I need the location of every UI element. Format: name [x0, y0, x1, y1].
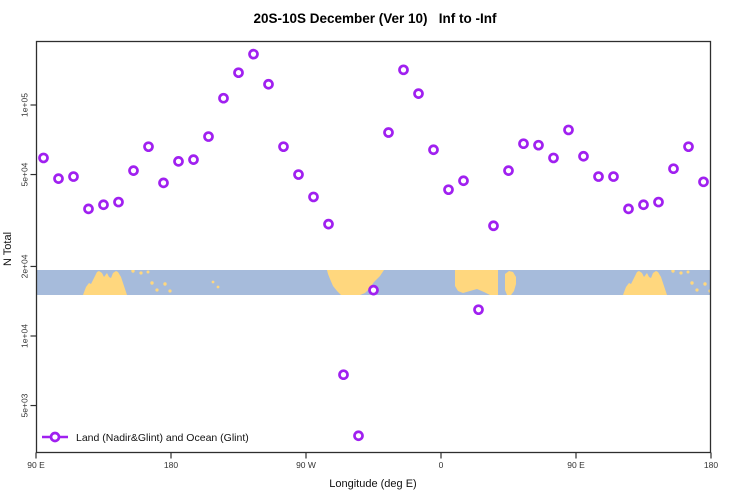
x-axis-label: Longitude (deg E): [329, 478, 416, 490]
y-tick-label: 1e+04: [20, 324, 30, 348]
data-point: [248, 48, 259, 60]
data-point: [398, 64, 409, 76]
data-point: [383, 127, 394, 138]
data-point: [443, 184, 454, 196]
data-point: [503, 165, 514, 176]
legend-marker-icon: [49, 431, 61, 443]
data-point: [413, 88, 424, 99]
y-tick-label: 5e+03: [20, 393, 30, 417]
data-point: [38, 152, 49, 164]
y-tick-label: 1e+05: [20, 93, 30, 117]
y-tick-label: 5e+04: [20, 162, 30, 186]
data-point: [473, 304, 484, 316]
data-point: [338, 369, 349, 381]
plot-border: [35, 40, 712, 454]
data-point: [518, 138, 529, 150]
data-point: [548, 152, 559, 164]
data-point: [158, 177, 169, 189]
data-point: [83, 203, 94, 215]
x-tick-label: 90 E: [27, 460, 45, 470]
data-point: [113, 196, 124, 208]
chart-title: 20S-10S December (Ver 10) Inf to -Inf: [253, 11, 497, 26]
data-point: [428, 144, 439, 156]
data-point: [68, 171, 79, 182]
data-point: [53, 173, 64, 184]
y-axis: 1e+05 5e+04 2e+04 1e+04 5e+03: [20, 93, 37, 417]
data-point: [278, 141, 289, 153]
data-point: [653, 196, 664, 208]
legend-label: Land (Nadir&Glint) and Ocean (Glint): [76, 432, 249, 444]
land-shape-africa: [455, 270, 498, 295]
data-point: [488, 220, 499, 232]
x-tick-label: 0: [439, 460, 444, 470]
map-band: [36, 270, 711, 295]
x-tick-label: 180: [704, 460, 718, 470]
data-point: [143, 141, 154, 153]
data-point: [533, 139, 544, 151]
data-point: [203, 131, 214, 142]
data-point: [173, 156, 184, 167]
data-point: [458, 175, 469, 187]
data-point: [308, 191, 319, 203]
data-point: [263, 78, 274, 90]
land-shape-south-america: [327, 270, 384, 295]
data-point: [683, 141, 694, 153]
data-point: [638, 199, 649, 211]
x-tick-label: 180: [164, 460, 178, 470]
land-shape-madagascar: [505, 271, 516, 295]
data-point: [293, 169, 304, 180]
x-tick-label: 90 W: [296, 460, 316, 470]
data-points: [38, 48, 709, 442]
data-point: [668, 163, 679, 175]
x-axis: 90 E 180 90 W 0 90 E 180: [27, 452, 718, 470]
data-point: [578, 150, 589, 162]
data-point: [128, 165, 139, 176]
data-point: [563, 124, 574, 136]
data-point: [323, 218, 334, 230]
y-axis-label: N Total: [2, 232, 14, 266]
data-point: [608, 171, 619, 182]
data-point: [188, 154, 199, 165]
data-point: [98, 199, 109, 211]
data-point: [698, 176, 709, 188]
y-tick-label: 2e+04: [20, 254, 30, 278]
x-tick-label: 90 E: [567, 460, 585, 470]
data-point: [623, 203, 634, 215]
data-point: [368, 284, 379, 296]
data-point: [593, 171, 604, 182]
data-point: [233, 67, 244, 79]
data-point: [353, 430, 364, 442]
legend: Land (Nadir&Glint) and Ocean (Glint): [42, 431, 249, 444]
data-point: [218, 92, 229, 104]
